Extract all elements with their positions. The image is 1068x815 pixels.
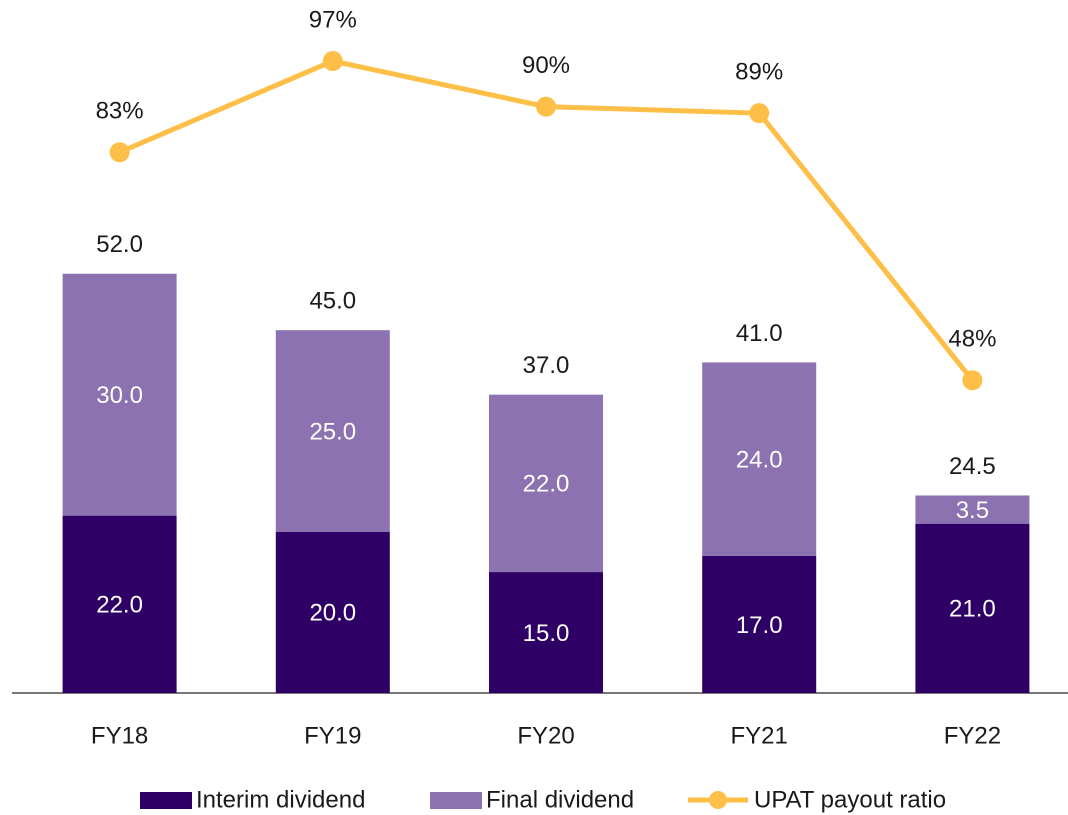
legend-swatch bbox=[430, 792, 482, 809]
x-tick-label: FY19 bbox=[304, 722, 361, 749]
bar-segment bbox=[275, 531, 390, 693]
bar-segment bbox=[915, 523, 1030, 693]
segment-label: 30.0 bbox=[96, 382, 143, 409]
total-label: 37.0 bbox=[523, 352, 570, 379]
total-label: 24.5 bbox=[949, 453, 996, 480]
bar-segment bbox=[62, 273, 177, 516]
line-label: 89% bbox=[735, 58, 783, 85]
line-point bbox=[322, 51, 343, 72]
line-label: 90% bbox=[522, 52, 570, 79]
bar-segment bbox=[702, 362, 817, 556]
segment-label: 22.0 bbox=[96, 592, 143, 619]
legend-swatch bbox=[709, 791, 727, 809]
line-label: 83% bbox=[96, 98, 144, 125]
legend-label: UPAT payout ratio bbox=[754, 786, 946, 813]
line-point bbox=[536, 96, 556, 117]
segment-label: 17.0 bbox=[736, 612, 783, 639]
x-tick-label: FY21 bbox=[731, 722, 788, 749]
line-label: 97% bbox=[309, 6, 357, 33]
segment-label: 21.0 bbox=[949, 596, 996, 623]
segment-label: 20.0 bbox=[309, 600, 356, 627]
bar-segment bbox=[702, 555, 817, 693]
line-point bbox=[109, 142, 130, 163]
line-point bbox=[749, 103, 770, 124]
bar-segment bbox=[489, 572, 603, 693]
line-label: 48% bbox=[948, 326, 996, 353]
x-tick-label: FY20 bbox=[517, 722, 574, 749]
x-tick-label: FY18 bbox=[91, 722, 148, 749]
segment-label: 3.5 bbox=[956, 497, 989, 524]
segment-label: 25.0 bbox=[309, 418, 356, 445]
bar-segment bbox=[275, 330, 390, 532]
total-label: 52.0 bbox=[96, 231, 143, 258]
bar-segment bbox=[915, 495, 1030, 524]
segment-label: 22.0 bbox=[523, 471, 570, 498]
legend-label: Interim dividend bbox=[196, 786, 365, 813]
bar-segment bbox=[62, 515, 177, 693]
segment-label: 24.0 bbox=[736, 447, 783, 474]
total-label: 41.0 bbox=[736, 320, 783, 347]
legend-label: Final dividend bbox=[486, 786, 634, 813]
bar-segment bbox=[489, 394, 603, 573]
legend-swatch bbox=[140, 792, 192, 809]
total-label: 45.0 bbox=[309, 288, 356, 315]
x-tick-label: FY22 bbox=[944, 722, 1001, 749]
line-point bbox=[962, 370, 983, 391]
segment-label: 15.0 bbox=[523, 620, 570, 647]
